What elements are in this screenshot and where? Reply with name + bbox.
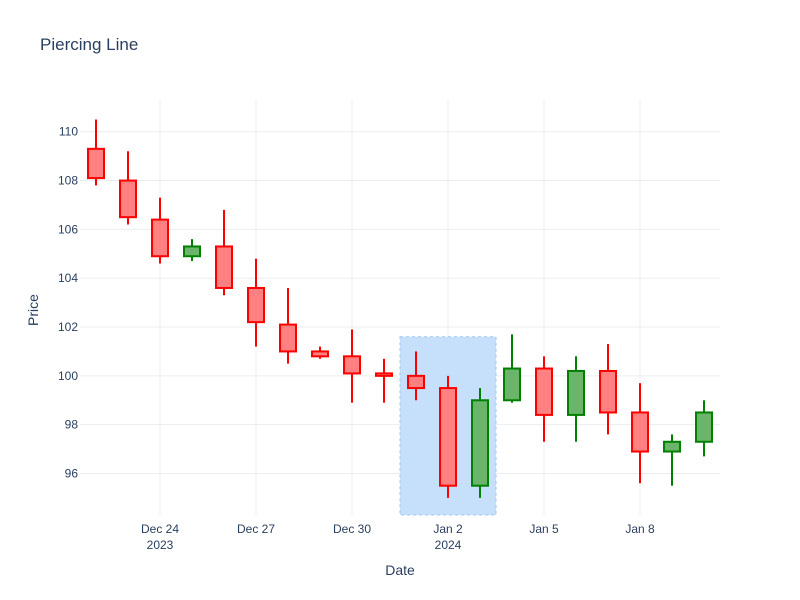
candle-body <box>663 440 681 453</box>
candle-body <box>279 323 297 353</box>
y-tick-label: 102 <box>58 320 78 334</box>
candle-body <box>215 245 233 289</box>
candle-decreasing <box>215 209 233 296</box>
x-tick-label: Dec 30 <box>333 522 371 536</box>
candle-body <box>439 387 457 487</box>
candle-decreasing <box>375 358 393 403</box>
candle-body <box>407 374 425 390</box>
candle-increasing <box>695 400 713 457</box>
candle-body <box>599 369 617 414</box>
x-tick-label: Jan 8 <box>625 522 655 536</box>
candle-body <box>183 245 201 258</box>
y-tick-label: 106 <box>58 222 78 236</box>
y-tick-label: 100 <box>58 369 78 383</box>
candle-decreasing <box>631 383 649 484</box>
candle-decreasing <box>343 329 361 403</box>
y-axis-label: Price <box>25 294 41 326</box>
chart-title: Piercing Line <box>40 35 138 54</box>
candle-increasing <box>567 356 585 442</box>
candle-decreasing <box>247 258 265 347</box>
candle-body <box>247 286 265 324</box>
candle-body <box>151 218 169 258</box>
y-tick-label: 96 <box>65 467 79 481</box>
candle-increasing <box>471 388 489 498</box>
candle-decreasing <box>535 356 553 442</box>
y-tick-label: 110 <box>59 125 78 139</box>
candle-decreasing <box>599 344 617 435</box>
candle-body <box>535 367 553 416</box>
candle-body <box>503 367 521 402</box>
candle-decreasing <box>279 287 297 364</box>
x-tick-label: Jan 2 <box>433 522 463 536</box>
x-tick-sublabel: 2024 <box>435 538 462 552</box>
candle-increasing <box>503 334 521 403</box>
x-axis-label: Date <box>385 562 415 578</box>
x-tick-label: Dec 27 <box>237 522 275 536</box>
candle-increasing <box>663 434 681 486</box>
candle-body <box>343 355 361 375</box>
candle-body <box>87 147 105 180</box>
candle-decreasing <box>407 351 425 401</box>
candle-body <box>695 411 713 443</box>
candle-decreasing <box>439 375 457 498</box>
candle-body <box>471 399 489 487</box>
y-tick-label: 98 <box>65 418 79 432</box>
x-tick-label: Jan 5 <box>529 522 559 536</box>
y-tick-label: 104 <box>58 271 78 285</box>
candle-body <box>375 372 393 377</box>
tick-layer: 96 98 100 102 104 106 108 110 Dec 24 2023 Dec 27 De… <box>58 125 655 552</box>
x-tick-sublabel: 2023 <box>147 538 174 552</box>
candle-increasing <box>183 239 201 262</box>
candle-decreasing <box>311 346 329 359</box>
candle-decreasing <box>87 119 105 186</box>
candle-decreasing <box>151 197 169 264</box>
candle-layer <box>87 119 713 498</box>
candle-body <box>631 411 649 453</box>
candle-body <box>311 350 329 358</box>
candle-body <box>567 369 585 416</box>
candle-body <box>119 179 137 219</box>
candle-decreasing <box>119 151 137 225</box>
x-tick-label: Dec 24 <box>141 522 179 536</box>
y-tick-label: 108 <box>58 174 78 188</box>
